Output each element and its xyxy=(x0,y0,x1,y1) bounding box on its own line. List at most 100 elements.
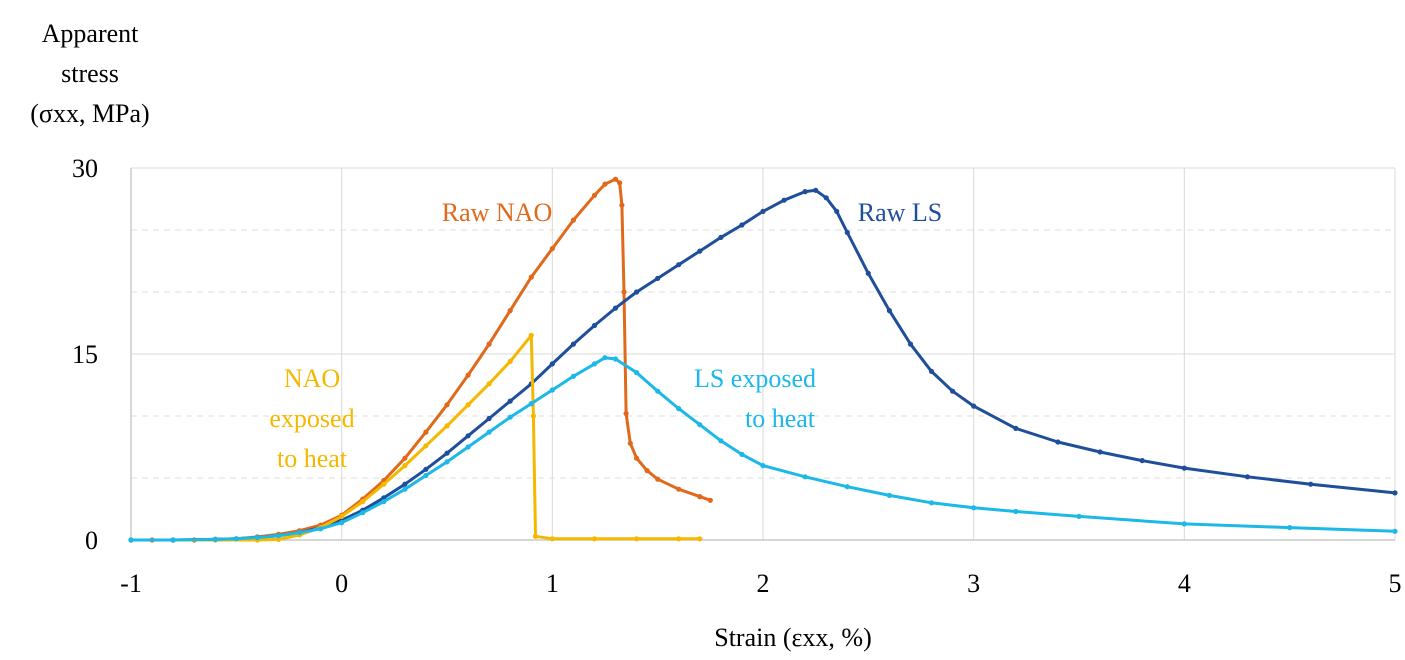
data-point xyxy=(644,468,650,474)
data-point xyxy=(634,370,640,376)
y-axis-title: Apparent stress (σxx, MPa) xyxy=(30,19,149,128)
data-point xyxy=(444,450,450,456)
data-point xyxy=(718,234,724,240)
grid-lines xyxy=(131,167,1396,540)
y-axis-title-line: Apparent xyxy=(42,19,140,48)
data-point xyxy=(423,472,429,479)
series-label: to heat xyxy=(745,404,816,433)
data-point xyxy=(1181,521,1187,527)
data-point xyxy=(423,466,429,472)
data-point xyxy=(802,474,808,480)
data-point xyxy=(360,499,366,505)
y-tick-labels: 0 15 30 xyxy=(72,154,98,555)
data-point xyxy=(549,387,555,393)
data-point xyxy=(486,429,492,435)
data-point xyxy=(254,534,260,541)
data-point xyxy=(444,423,450,429)
x-tick-label: 0 xyxy=(335,569,348,598)
x-tick-label: 3 xyxy=(967,569,980,598)
data-point xyxy=(1392,528,1398,534)
data-point xyxy=(697,536,703,542)
data-point xyxy=(634,455,640,461)
data-point xyxy=(697,494,703,500)
data-point xyxy=(591,536,598,542)
data-point xyxy=(781,197,787,203)
series-line xyxy=(129,177,712,542)
data-point xyxy=(128,537,134,543)
data-point xyxy=(865,270,871,276)
data-point xyxy=(621,289,627,295)
data-point xyxy=(423,443,429,449)
data-point xyxy=(928,500,935,506)
data-point xyxy=(465,402,471,408)
data-point xyxy=(655,476,661,482)
data-point xyxy=(339,520,345,526)
series-label: exposed xyxy=(269,404,354,433)
x-tick-label: 1 xyxy=(546,569,559,598)
y-tick-label: 0 xyxy=(85,526,98,555)
data-point xyxy=(339,513,345,520)
data-point xyxy=(676,406,682,412)
data-point xyxy=(760,208,766,214)
series-raw-nao xyxy=(128,176,713,543)
data-point xyxy=(591,192,598,198)
data-point xyxy=(402,481,408,487)
data-point xyxy=(507,358,513,364)
series-label: Raw NAO xyxy=(442,198,553,227)
data-point xyxy=(444,459,450,465)
series-label: NAO xyxy=(284,364,340,393)
data-point xyxy=(1055,439,1061,445)
data-point xyxy=(532,533,539,539)
data-point xyxy=(507,414,513,420)
data-point xyxy=(617,180,623,186)
data-point xyxy=(570,373,577,379)
y-tick-label: 15 xyxy=(72,340,98,369)
data-point xyxy=(619,202,625,208)
data-point xyxy=(760,463,766,469)
data-point xyxy=(834,208,840,214)
data-point xyxy=(634,289,640,295)
x-tick-label: 5 xyxy=(1389,569,1402,598)
data-point xyxy=(971,505,977,511)
data-point xyxy=(170,537,176,543)
data-point xyxy=(486,415,492,422)
data-point xyxy=(296,530,303,536)
data-point xyxy=(465,444,471,450)
series-ls-exposed-to-heat xyxy=(128,355,1398,543)
data-point xyxy=(655,388,661,394)
data-point xyxy=(602,355,608,361)
data-point xyxy=(549,361,555,367)
data-point xyxy=(591,322,598,329)
series-line xyxy=(129,356,1397,542)
data-point xyxy=(507,308,513,314)
x-tick-label: 4 xyxy=(1178,569,1191,598)
data-point xyxy=(1181,465,1187,471)
data-point xyxy=(1139,458,1145,464)
data-point xyxy=(1244,474,1251,480)
data-point xyxy=(697,248,703,254)
data-point xyxy=(528,274,534,280)
data-point xyxy=(739,451,745,457)
series-label: to heat xyxy=(277,444,348,473)
data-point xyxy=(465,372,471,378)
data-point xyxy=(549,246,555,252)
data-point xyxy=(318,526,324,532)
data-point xyxy=(886,492,893,498)
data-point xyxy=(1013,425,1019,431)
data-point xyxy=(1097,449,1103,455)
data-point xyxy=(739,222,745,228)
data-point xyxy=(402,455,408,461)
data-point xyxy=(381,481,387,487)
data-point xyxy=(612,356,619,362)
series-label: LS exposed xyxy=(694,364,816,393)
data-point xyxy=(360,510,366,516)
data-point xyxy=(423,429,429,435)
series-nao-exposed-to-heat xyxy=(128,332,703,543)
data-point xyxy=(886,308,893,314)
data-point xyxy=(591,361,598,367)
data-point xyxy=(507,398,513,404)
data-point xyxy=(676,536,682,542)
data-point xyxy=(486,341,492,347)
data-point xyxy=(275,533,282,539)
